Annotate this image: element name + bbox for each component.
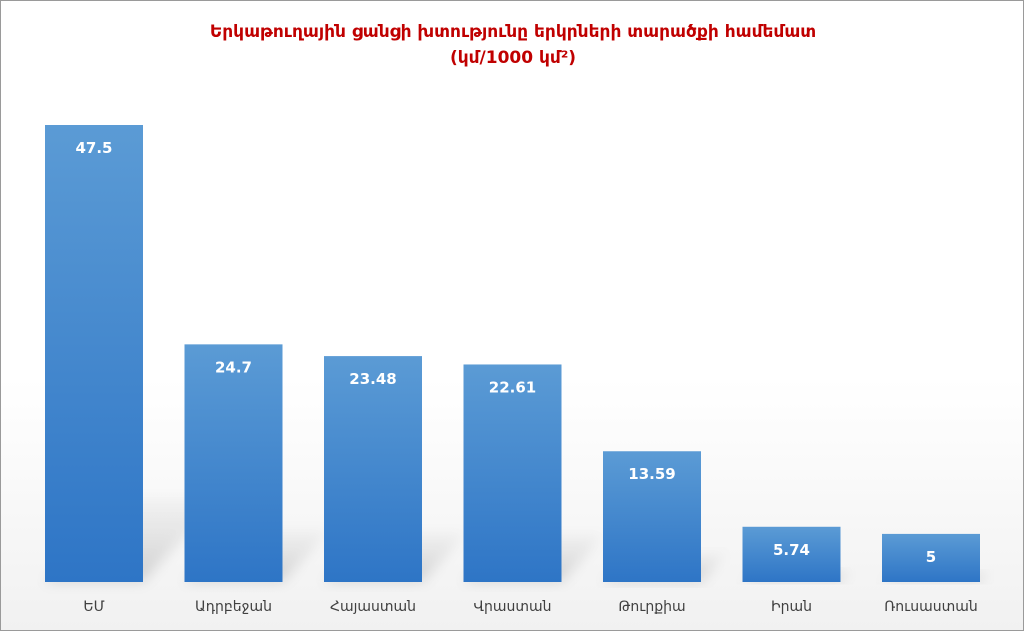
category-label: Իրան	[771, 599, 812, 615]
bar	[184, 344, 283, 582]
value-labels-group: 47.5 24.7 23.48 22.61 13.59 5.74 5	[75, 139, 936, 566]
bar	[45, 125, 143, 582]
category-label: Ռուսաստան	[884, 599, 978, 615]
category-labels-group: ԵՄ Ադրբեջան Հայաստան Վրաստան Թուրքիա Իրան Ռուս…	[83, 599, 977, 615]
bar	[463, 364, 562, 582]
chart-title: Երկաթուղային ցանցի խտությունը երկրների տ…	[209, 22, 817, 42]
data-label: 5	[926, 548, 936, 566]
category-label: Վրաստան	[473, 599, 551, 615]
chart-title-block: Երկաթուղային ցանցի խտությունը երկրների տ…	[1, 19, 1024, 71]
category-label: Թուրքիա	[618, 599, 685, 615]
data-label: 23.48	[349, 370, 396, 388]
bar	[603, 451, 701, 582]
bar	[882, 533, 980, 582]
chart-subtitle: (կմ/1000 կմ²)	[449, 48, 577, 68]
data-label: 47.5	[75, 139, 112, 157]
bar	[324, 356, 422, 582]
category-label: Ադրբեջան	[195, 599, 272, 615]
category-label: Հայաստան	[330, 599, 416, 615]
data-label: 22.61	[489, 378, 536, 396]
bar	[742, 526, 841, 582]
data-label: 5.74	[773, 541, 810, 559]
data-label: 13.59	[628, 465, 675, 483]
bars-group	[45, 125, 980, 582]
data-label: 24.7	[215, 358, 252, 376]
category-label: ԵՄ	[83, 599, 104, 615]
